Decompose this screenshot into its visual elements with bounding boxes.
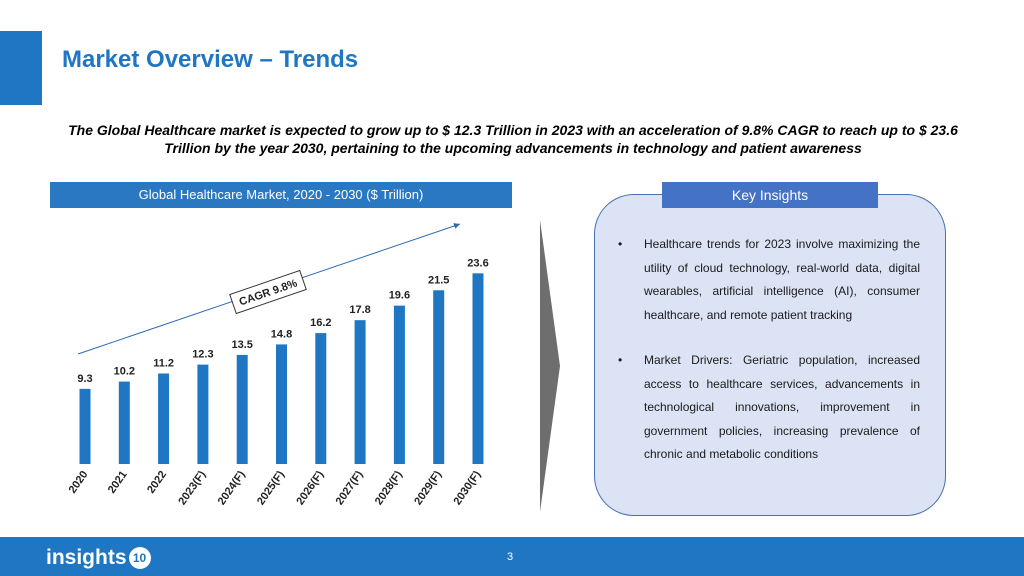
insight-item: • Healthcare trends for 2023 involve max…: [618, 233, 920, 327]
bullet-icon: •: [618, 353, 623, 367]
insights-header: Key Insights: [662, 182, 878, 208]
x-tick-label: 2024(F): [216, 469, 248, 508]
x-tick-label: 2030(F): [452, 469, 484, 508]
data-label: 16.2: [310, 317, 331, 329]
insights-list: • Healthcare trends for 2023 involve max…: [618, 233, 920, 489]
chart-header: Global Healthcare Market, 2020 - 2030 ($…: [50, 182, 512, 208]
x-tick-label: 2023(F): [176, 469, 208, 508]
bar: [276, 344, 287, 464]
brand-logo: insights 10: [46, 546, 151, 570]
insight-text: Market Drivers: Geriatric population, in…: [644, 353, 920, 461]
bar: [79, 388, 91, 464]
data-label: 19.6: [389, 290, 410, 302]
insights-panel: [594, 194, 946, 516]
x-tick-label: 2021: [106, 469, 130, 496]
market-bar-chart: 9.3 10.2 11.2 12.3 13.5 14.8 16.2 17.8 19.6 21.5 2…: [67, 223, 489, 508]
cagr-annotation: CAGR 9.8%: [229, 269, 307, 315]
x-tick-label: 2026(F): [294, 469, 326, 508]
bar: [315, 333, 327, 464]
x-tick-label: 2029(F): [412, 469, 444, 508]
x-tick-label: 2027(F): [334, 469, 366, 508]
x-tick-label: 2025(F): [255, 469, 287, 508]
bar: [433, 290, 445, 464]
bar: [472, 273, 484, 464]
page-number: 3: [507, 551, 514, 563]
insight-item: • Market Drivers: Geriatric population, …: [618, 349, 920, 467]
page-title: Market Overview – Trends: [62, 46, 359, 73]
data-label: 17.8: [349, 304, 370, 316]
bar: [354, 320, 366, 464]
bar: [158, 373, 170, 464]
data-label: 21.5: [428, 274, 449, 286]
logo-badge: 10: [128, 547, 151, 569]
data-label: 10.2: [114, 366, 135, 378]
bar: [236, 354, 248, 464]
data-label: 14.8: [271, 328, 292, 340]
x-tick-label: 2028(F): [373, 469, 405, 508]
data-label: 11.2: [153, 358, 174, 370]
insight-text: Healthcare trends for 2023 involve maxim…: [644, 237, 920, 322]
title-accent-bar: [0, 31, 42, 105]
footer-bar: [0, 537, 1024, 576]
data-label: 9.3: [77, 373, 92, 385]
slide-subtitle: The Global Healthcare market is expected…: [68, 122, 958, 156]
chevron-separator-icon: [540, 220, 560, 512]
bullet-icon: •: [618, 237, 623, 251]
bar: [197, 364, 209, 464]
logo-text: insights: [46, 546, 127, 569]
bar: [118, 381, 130, 464]
x-tick-label: 2022: [145, 469, 169, 496]
bar: [393, 305, 405, 464]
x-tick-label: 2020: [67, 469, 91, 496]
data-label: 13.5: [231, 339, 252, 351]
data-label: 12.3: [192, 349, 213, 361]
data-label: 23.6: [467, 257, 488, 269]
